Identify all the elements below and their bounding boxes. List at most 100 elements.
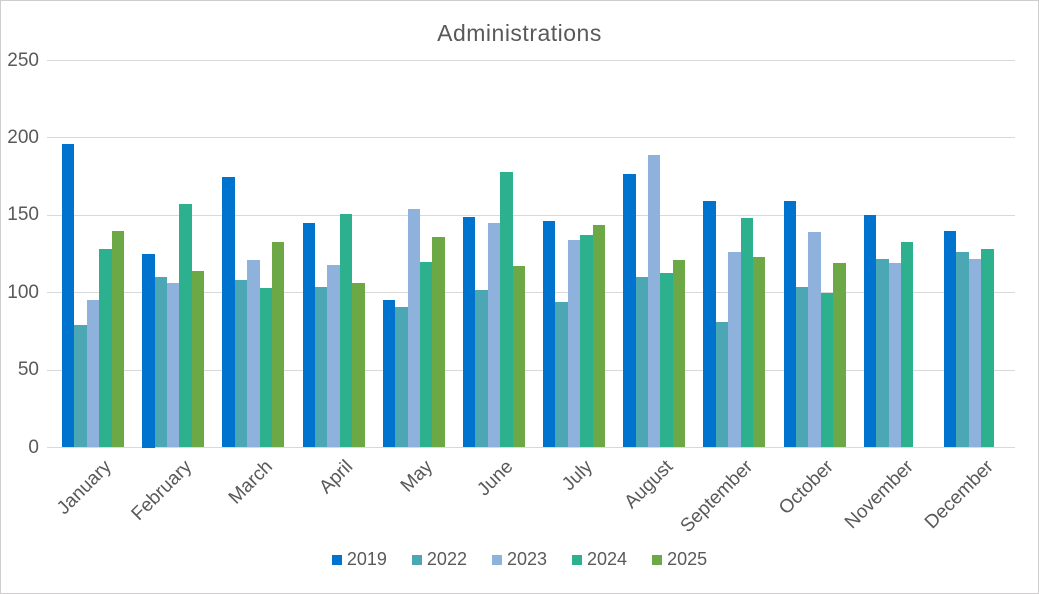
bar-2022-june — [475, 289, 488, 448]
y-axis-tick-label: 0 — [28, 436, 39, 458]
gridline-250 — [47, 60, 1015, 61]
legend-item-2025: 2025 — [652, 549, 707, 570]
bar-2023-june — [487, 223, 501, 448]
bar-2023-august — [648, 154, 661, 448]
bar-2019-april — [302, 223, 315, 448]
bar-2024-december — [981, 249, 994, 448]
gridline-200 — [47, 137, 1015, 139]
legend-swatch-2024 — [572, 554, 583, 565]
bar-2022-april — [314, 286, 328, 448]
bar-2025-april — [352, 283, 365, 448]
bar-2025-march — [272, 241, 285, 448]
y-axis-tick-label: 200 — [7, 126, 39, 148]
bar-2025-may — [432, 236, 445, 448]
bar-2025-october — [833, 263, 846, 448]
bar-2023-december — [968, 258, 982, 448]
legend-label: 2019 — [346, 549, 387, 569]
bar-2024-june — [500, 171, 513, 448]
x-axis-label-september: September — [676, 456, 758, 537]
bar-2019-march — [222, 176, 235, 448]
bar-2022-march — [234, 280, 248, 448]
bar-2019-october — [783, 201, 796, 448]
gridline-50 — [47, 369, 1015, 371]
bar-2024-october — [820, 292, 834, 448]
bar-2025-september — [753, 257, 766, 448]
legend-label: 2025 — [667, 549, 708, 569]
x-axis-label-july: July — [558, 456, 598, 496]
bar-2019-july — [543, 221, 556, 448]
bar-2024-february — [179, 204, 192, 448]
bar-2022-december — [956, 252, 969, 448]
legend-item-2022: 2022 — [411, 549, 467, 570]
bar-2022-august — [635, 277, 649, 448]
bar-2025-july — [592, 224, 606, 448]
bar-2023-july — [567, 240, 581, 448]
bar-2019-june — [462, 216, 476, 448]
x-axis-label-february: February — [127, 456, 197, 525]
legend: 2019 2022 2023 2024 2025 — [1, 549, 1038, 570]
chart-title: Administrations — [437, 20, 602, 46]
bar-2023-may — [407, 209, 420, 448]
x-axis-label-december: December — [921, 456, 999, 534]
gridline-150 — [47, 214, 1015, 216]
bar-2019-december — [943, 230, 957, 448]
bar-2024-september — [740, 218, 753, 448]
legend-item-2019: 2019 — [331, 549, 387, 570]
bar-2022-february — [154, 277, 168, 448]
bar-2022-july — [555, 301, 568, 448]
y-axis-tick-label: 150 — [7, 204, 39, 226]
x-axis-label-march: March — [224, 456, 277, 509]
legend-swatch-2023 — [491, 554, 502, 565]
bar-2024-april — [339, 213, 353, 448]
bar-2024-july — [580, 235, 593, 448]
y-axis-tick-label: 50 — [17, 359, 39, 381]
bar-2023-october — [808, 232, 821, 448]
y-axis-tick-label: 100 — [7, 281, 39, 303]
legend-swatch-2019 — [331, 554, 342, 565]
bar-2019-august — [623, 173, 636, 448]
bar-2019-september — [703, 201, 716, 448]
x-axis-label-june: June — [473, 456, 518, 501]
bar-2022-january — [74, 325, 87, 448]
bar-2022-october — [795, 286, 809, 448]
bar-2019-february — [142, 254, 155, 448]
bar-2023-february — [167, 283, 180, 448]
bar-2022-november — [876, 258, 889, 448]
gridline-100 — [47, 292, 1015, 294]
legend-swatch-2022 — [411, 554, 422, 565]
bar-2019-january — [62, 144, 75, 448]
bar-2019-november — [863, 215, 877, 448]
x-axis-label-may: May — [396, 456, 437, 497]
legend-label: 2024 — [587, 549, 628, 569]
bar-2023-april — [327, 264, 340, 448]
bar-2025-january — [111, 230, 125, 448]
legend-item-2023: 2023 — [491, 549, 548, 570]
bar-2024-may — [419, 261, 433, 448]
bar-2023-march — [247, 260, 260, 448]
bar-2022-september — [715, 322, 729, 448]
bar-2025-february — [191, 271, 205, 448]
x-axis-label-august: August — [620, 456, 678, 513]
gridline-0 — [47, 447, 1015, 448]
x-axis-label-april: April — [315, 456, 357, 499]
bar-2025-august — [672, 260, 686, 448]
y-axis-tick-label: 250 — [7, 49, 39, 71]
bar-2023-november — [888, 263, 901, 448]
legend-label: 2022 — [426, 549, 467, 569]
x-axis-label-october: October — [775, 456, 838, 519]
bar-2024-january — [99, 249, 112, 448]
bar-2022-may — [395, 306, 408, 448]
bar-2024-august — [660, 272, 673, 448]
bar-2025-june — [512, 266, 525, 448]
bar-2019-may — [382, 300, 396, 448]
legend-item-2024: 2024 — [572, 549, 627, 570]
x-axis-label-november: November — [841, 456, 918, 534]
legend-swatch-2025 — [652, 554, 663, 565]
bar-2024-march — [259, 288, 272, 448]
x-axis-label-january: January — [53, 456, 117, 519]
bar-2023-january — [86, 300, 100, 448]
bar-2023-september — [728, 252, 741, 448]
bar-2024-november — [900, 241, 914, 448]
legend-label: 2023 — [506, 549, 548, 569]
